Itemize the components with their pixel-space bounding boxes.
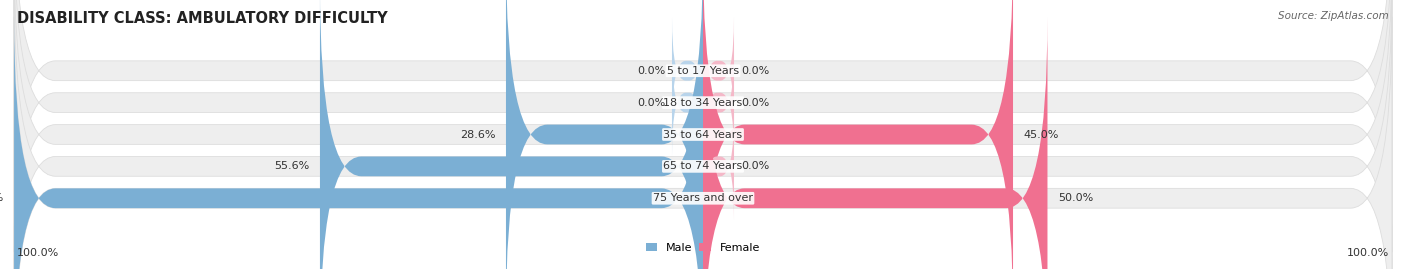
Text: 45.0%: 45.0% bbox=[1024, 129, 1059, 140]
FancyBboxPatch shape bbox=[14, 0, 1392, 269]
Text: 28.6%: 28.6% bbox=[460, 129, 496, 140]
Text: 0.0%: 0.0% bbox=[637, 98, 665, 108]
FancyBboxPatch shape bbox=[703, 49, 734, 157]
FancyBboxPatch shape bbox=[14, 17, 1392, 269]
Text: Source: ZipAtlas.com: Source: ZipAtlas.com bbox=[1278, 11, 1389, 21]
FancyBboxPatch shape bbox=[14, 17, 703, 269]
Text: 100.0%: 100.0% bbox=[1347, 248, 1389, 258]
Text: 18 to 34 Years: 18 to 34 Years bbox=[664, 98, 742, 108]
FancyBboxPatch shape bbox=[321, 0, 703, 269]
FancyBboxPatch shape bbox=[703, 17, 734, 125]
Text: 0.0%: 0.0% bbox=[637, 66, 665, 76]
FancyBboxPatch shape bbox=[703, 112, 734, 220]
FancyBboxPatch shape bbox=[14, 0, 1392, 269]
Legend: Male, Female: Male, Female bbox=[647, 243, 759, 253]
Text: 100.0%: 100.0% bbox=[0, 193, 4, 203]
Text: 65 to 74 Years: 65 to 74 Years bbox=[664, 161, 742, 171]
Text: 55.6%: 55.6% bbox=[274, 161, 309, 171]
Text: DISABILITY CLASS: AMBULATORY DIFFICULTY: DISABILITY CLASS: AMBULATORY DIFFICULTY bbox=[17, 11, 388, 26]
Text: 75 Years and over: 75 Years and over bbox=[652, 193, 754, 203]
Text: 0.0%: 0.0% bbox=[741, 66, 769, 76]
FancyBboxPatch shape bbox=[14, 0, 1392, 252]
FancyBboxPatch shape bbox=[14, 0, 1392, 269]
FancyBboxPatch shape bbox=[506, 0, 703, 269]
Text: 5 to 17 Years: 5 to 17 Years bbox=[666, 66, 740, 76]
Text: 50.0%: 50.0% bbox=[1057, 193, 1092, 203]
FancyBboxPatch shape bbox=[672, 17, 703, 125]
FancyBboxPatch shape bbox=[703, 0, 1012, 269]
FancyBboxPatch shape bbox=[672, 49, 703, 157]
Text: 0.0%: 0.0% bbox=[741, 161, 769, 171]
FancyBboxPatch shape bbox=[703, 17, 1047, 269]
Text: 35 to 64 Years: 35 to 64 Years bbox=[664, 129, 742, 140]
Text: 0.0%: 0.0% bbox=[741, 98, 769, 108]
Text: 100.0%: 100.0% bbox=[17, 248, 59, 258]
